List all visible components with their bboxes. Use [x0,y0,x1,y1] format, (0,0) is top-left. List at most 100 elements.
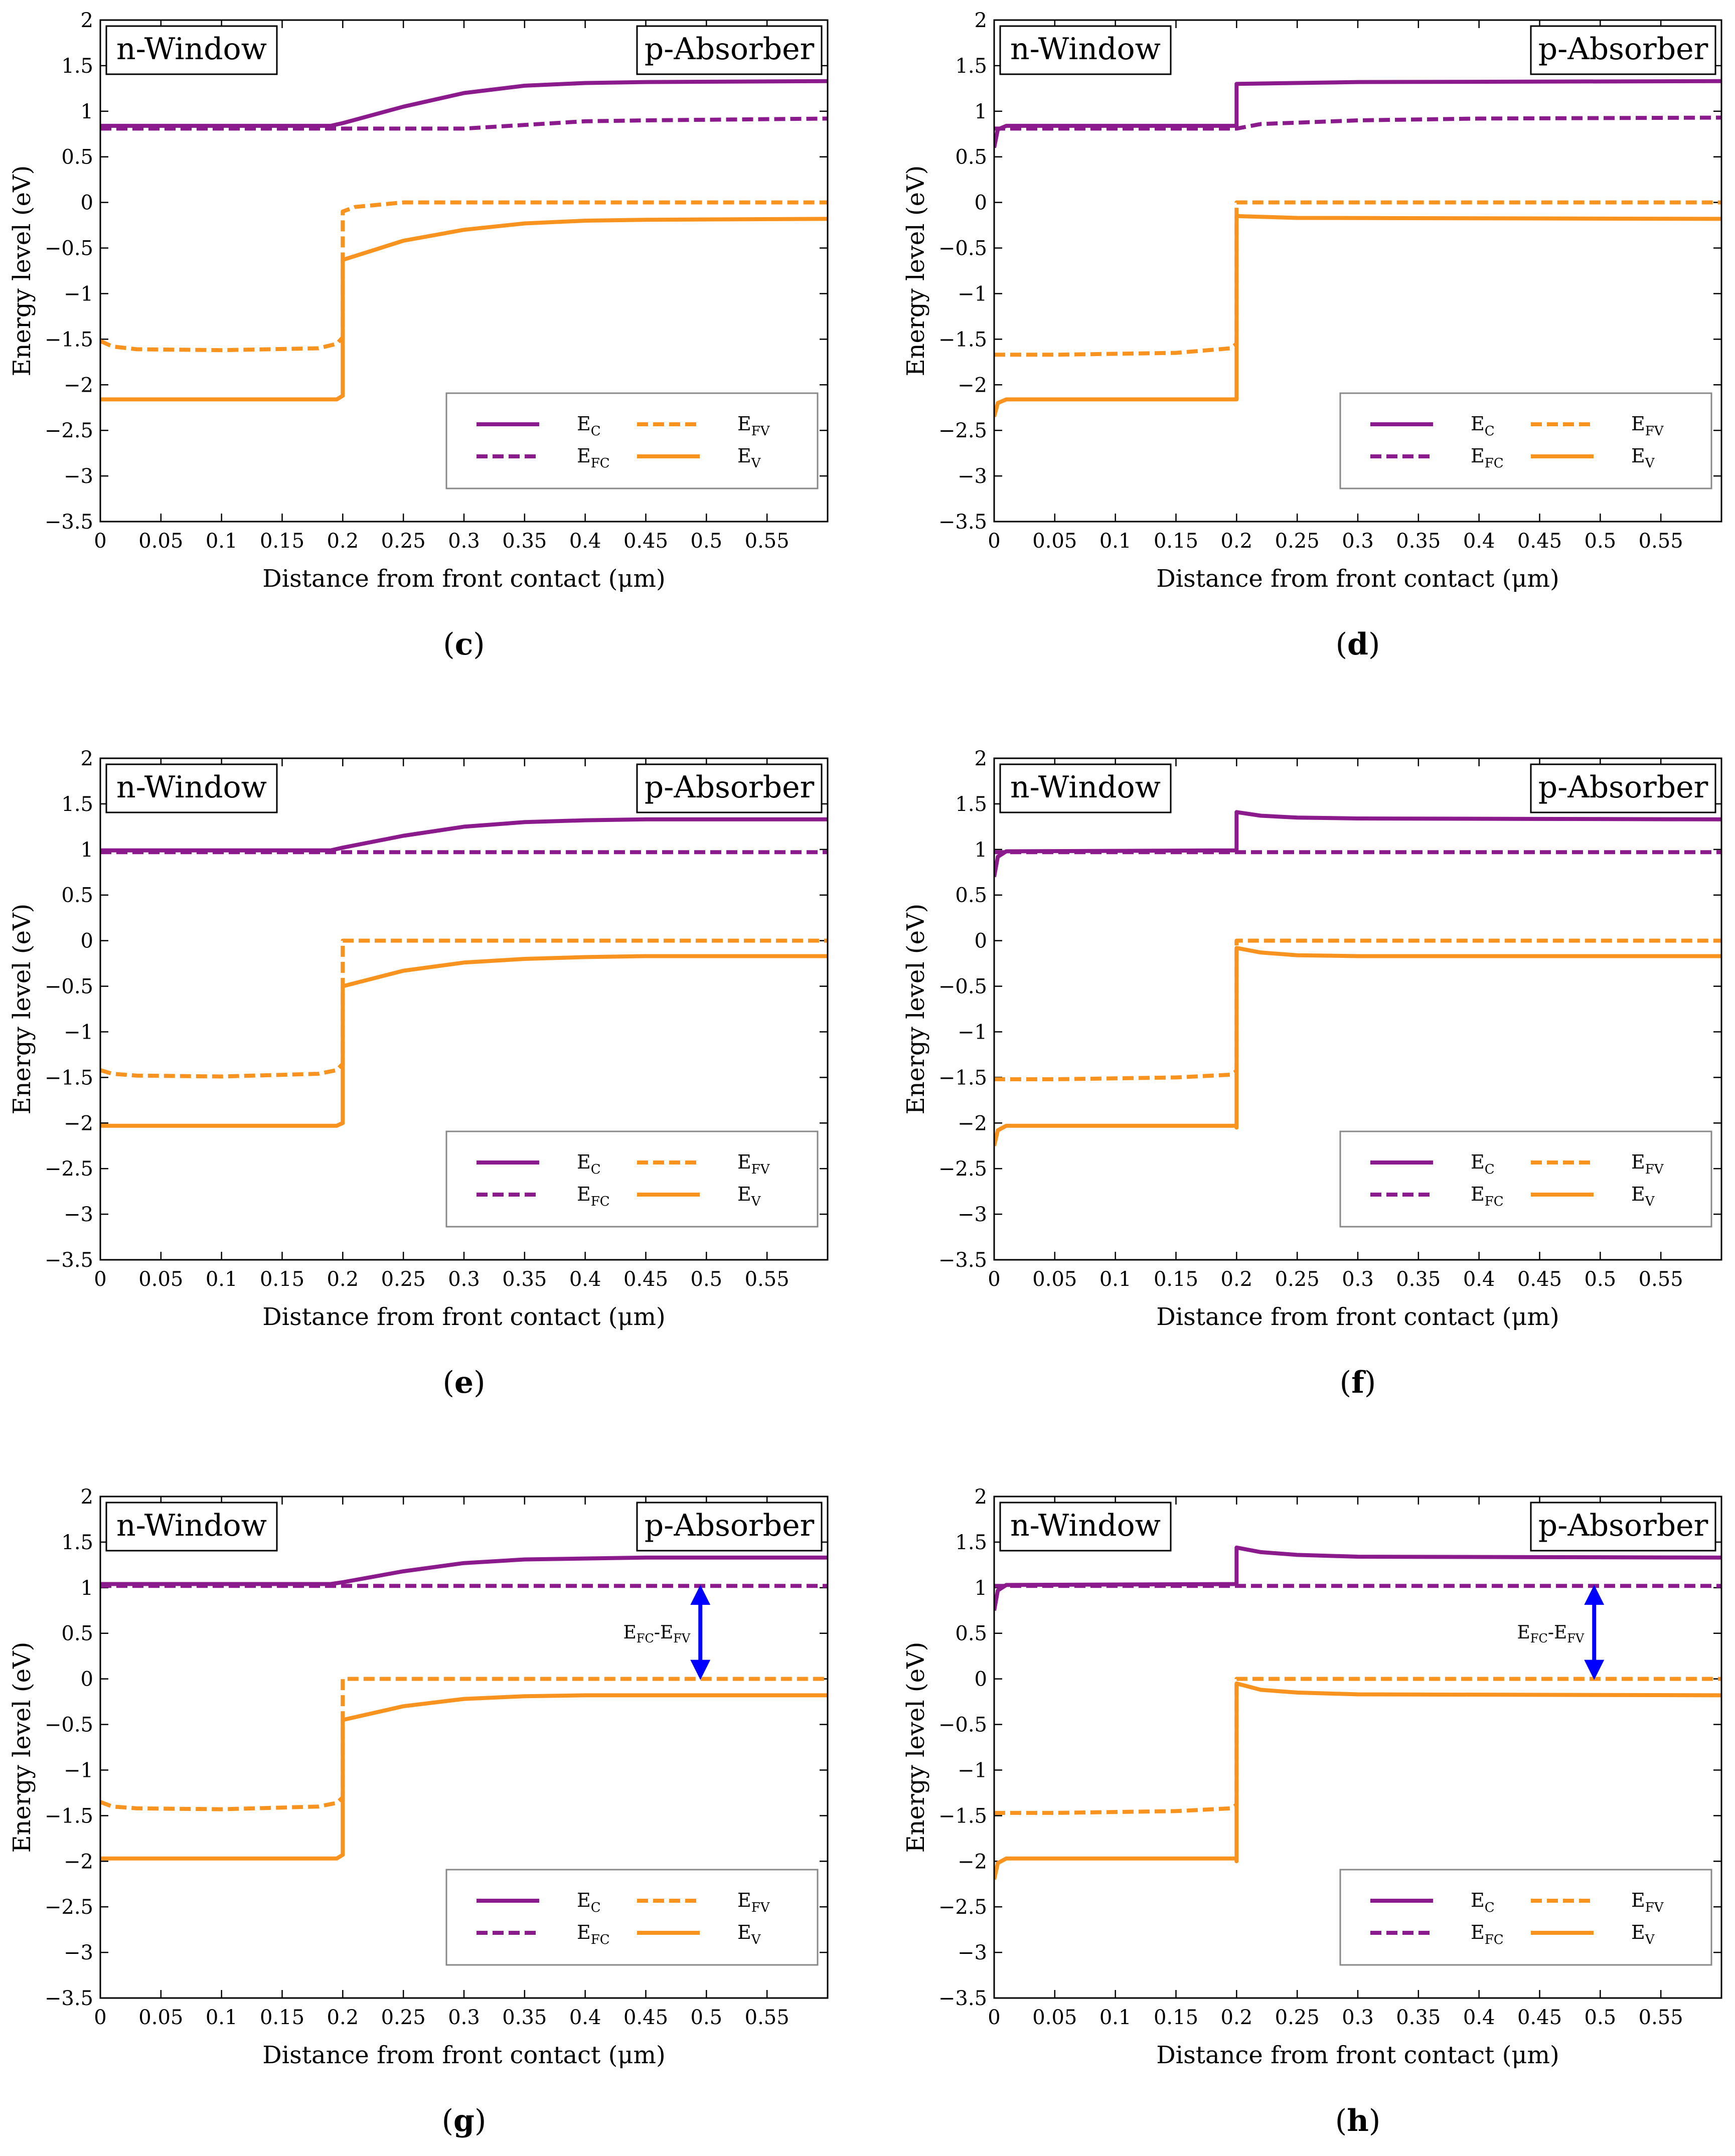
legend-label-sub: FC [591,1932,610,1947]
x-tick-label: 0.1 [1099,530,1132,553]
y-tick-label: −1 [64,1021,93,1044]
series-line-ec [100,1555,828,1586]
y-tick-label: −1.5 [938,1804,987,1828]
chart-panel-f: 0 0.05 0.1 0.15 0.2 0.25 0.3 0.35 0.4 0.45 0.5 0.55… [902,747,1722,1400]
legend-label-sub: V [1645,456,1655,471]
legend-label-main: E [577,1889,591,1911]
region-box-right [1530,25,1716,75]
x-tick-label: 0.5 [691,2006,723,2029]
x-tick-label: 0.35 [1396,1268,1441,1291]
y-axis-title: Energy level (eV) [8,165,36,377]
y-tick-label: −0.5 [45,237,93,260]
region-label-left: n-Window [1010,1508,1161,1543]
legend-label-sub: FV [1645,1162,1664,1177]
x-tick-label: 0.5 [1585,530,1617,553]
legend-label-main: E [1631,1151,1645,1173]
x-tick-label: 0.25 [1275,1268,1320,1291]
legend-label-main: E [737,1183,751,1205]
x-tick-label: 0.35 [502,1268,547,1291]
region-label-right: p-Absorber [1538,32,1708,67]
series-line-efv [100,200,828,353]
y-tick-label: 0.5 [955,1622,987,1645]
x-tick-label: 0.45 [623,2006,668,2029]
region-box-right [636,763,823,813]
y-tick-label: −1.5 [938,1066,987,1089]
y-tick-label: −3.5 [938,1249,987,1272]
y-tick-label: −3 [958,465,987,488]
legend-label-sub: C [1485,424,1495,439]
y-tick-label: −3.5 [938,1987,987,2010]
series-line-ec [100,79,828,128]
region-label-left: n-Window [116,32,267,67]
legend-label-main: E [577,445,591,467]
gap-label-sub-2: FV [673,1631,691,1645]
x-tick-label: 0.05 [1032,2006,1077,2029]
y-tick-label: 1.5 [61,1531,93,1554]
y-tick-label: 2 [975,1485,987,1509]
legend-label-main: E [737,1151,751,1173]
caption-paren-open: ( [442,2103,453,2138]
region-box-right [636,25,823,75]
legend-label-efc: EFC [577,1921,610,1947]
legend-label-efv: EFV [1631,1151,1664,1177]
legend-label-sub: C [591,1900,601,1915]
panel-caption: (g) [442,2103,487,2138]
x-tick-label: 0.35 [502,2006,547,2029]
y-tick-label: −1 [958,1021,987,1044]
caption-paren-close: ) [475,2103,486,2138]
x-tick-label: 0.45 [623,530,668,553]
gap-label-main-2: E [660,1622,673,1643]
legend-label-efv: EFV [737,1151,770,1177]
series-line-efv [994,1677,1721,1815]
y-tick-label: 1.5 [61,55,93,78]
region-label-left: n-Window [116,1508,267,1543]
legend-label-main: E [1631,1183,1645,1205]
x-tick-label: 0.35 [502,530,547,553]
y-tick-label: −2.5 [45,1157,93,1181]
legend-label-main: E [1471,445,1485,467]
y-tick-label: 1.5 [61,793,93,816]
legend-label-sub: FC [1485,1932,1504,1947]
region-box-left [105,25,278,75]
series-line-efv [994,200,1721,357]
series-line-ev [100,954,828,1128]
region-label-right: p-Absorber [1538,770,1708,805]
x-tick-label: 0.2 [327,2006,359,2029]
caption-letter: f [1351,1365,1366,1400]
x-tick-label: 0.25 [1275,2006,1320,2029]
legend-label-main: E [737,1889,751,1911]
series-line-ec [100,817,828,853]
legend-label-main: E [1631,1921,1645,1943]
y-tick-label: −2.5 [938,1896,987,1919]
x-tick-label: 0.55 [745,530,790,553]
y-tick-label: −3 [958,1941,987,1964]
y-axis-title: Energy level (eV) [8,1642,36,1853]
x-axis-title: Distance from front contact (μm) [262,2041,665,2069]
x-tick-label: 0.05 [138,2006,183,2029]
x-tick-label: 0.55 [1639,2006,1683,2029]
x-axis-title: Distance from front contact (μm) [1156,565,1559,593]
y-tick-label: 0.5 [61,884,93,907]
legend-label-ec: EC [577,1889,601,1915]
y-tick-label: −1.5 [45,328,93,351]
x-tick-label: 0.1 [206,530,238,553]
region-label-right: p-Absorber [645,1508,815,1543]
y-tick-label: 2 [81,9,93,32]
plot-frame [99,1496,829,1999]
x-tick-label: 0.15 [1154,1268,1198,1291]
legend-label-sub: C [1485,1162,1495,1177]
caption-paren-close: ) [1369,2103,1380,2138]
series-line-ev [994,946,1721,1146]
legend-label-main: E [1631,445,1645,467]
x-tick-label: 0 [94,530,106,553]
y-tick-label: −2.5 [45,419,93,442]
region-label-right: p-Absorber [645,32,815,67]
x-tick-label: 0.1 [1099,1268,1132,1291]
series-line-ec [994,810,1721,878]
legend-label-main: E [577,1921,591,1943]
y-tick-label: 1.5 [955,1531,987,1554]
y-tick-label: −0.5 [45,975,93,999]
caption-paren-open: ( [443,627,454,662]
caption-letter: c [455,627,474,662]
